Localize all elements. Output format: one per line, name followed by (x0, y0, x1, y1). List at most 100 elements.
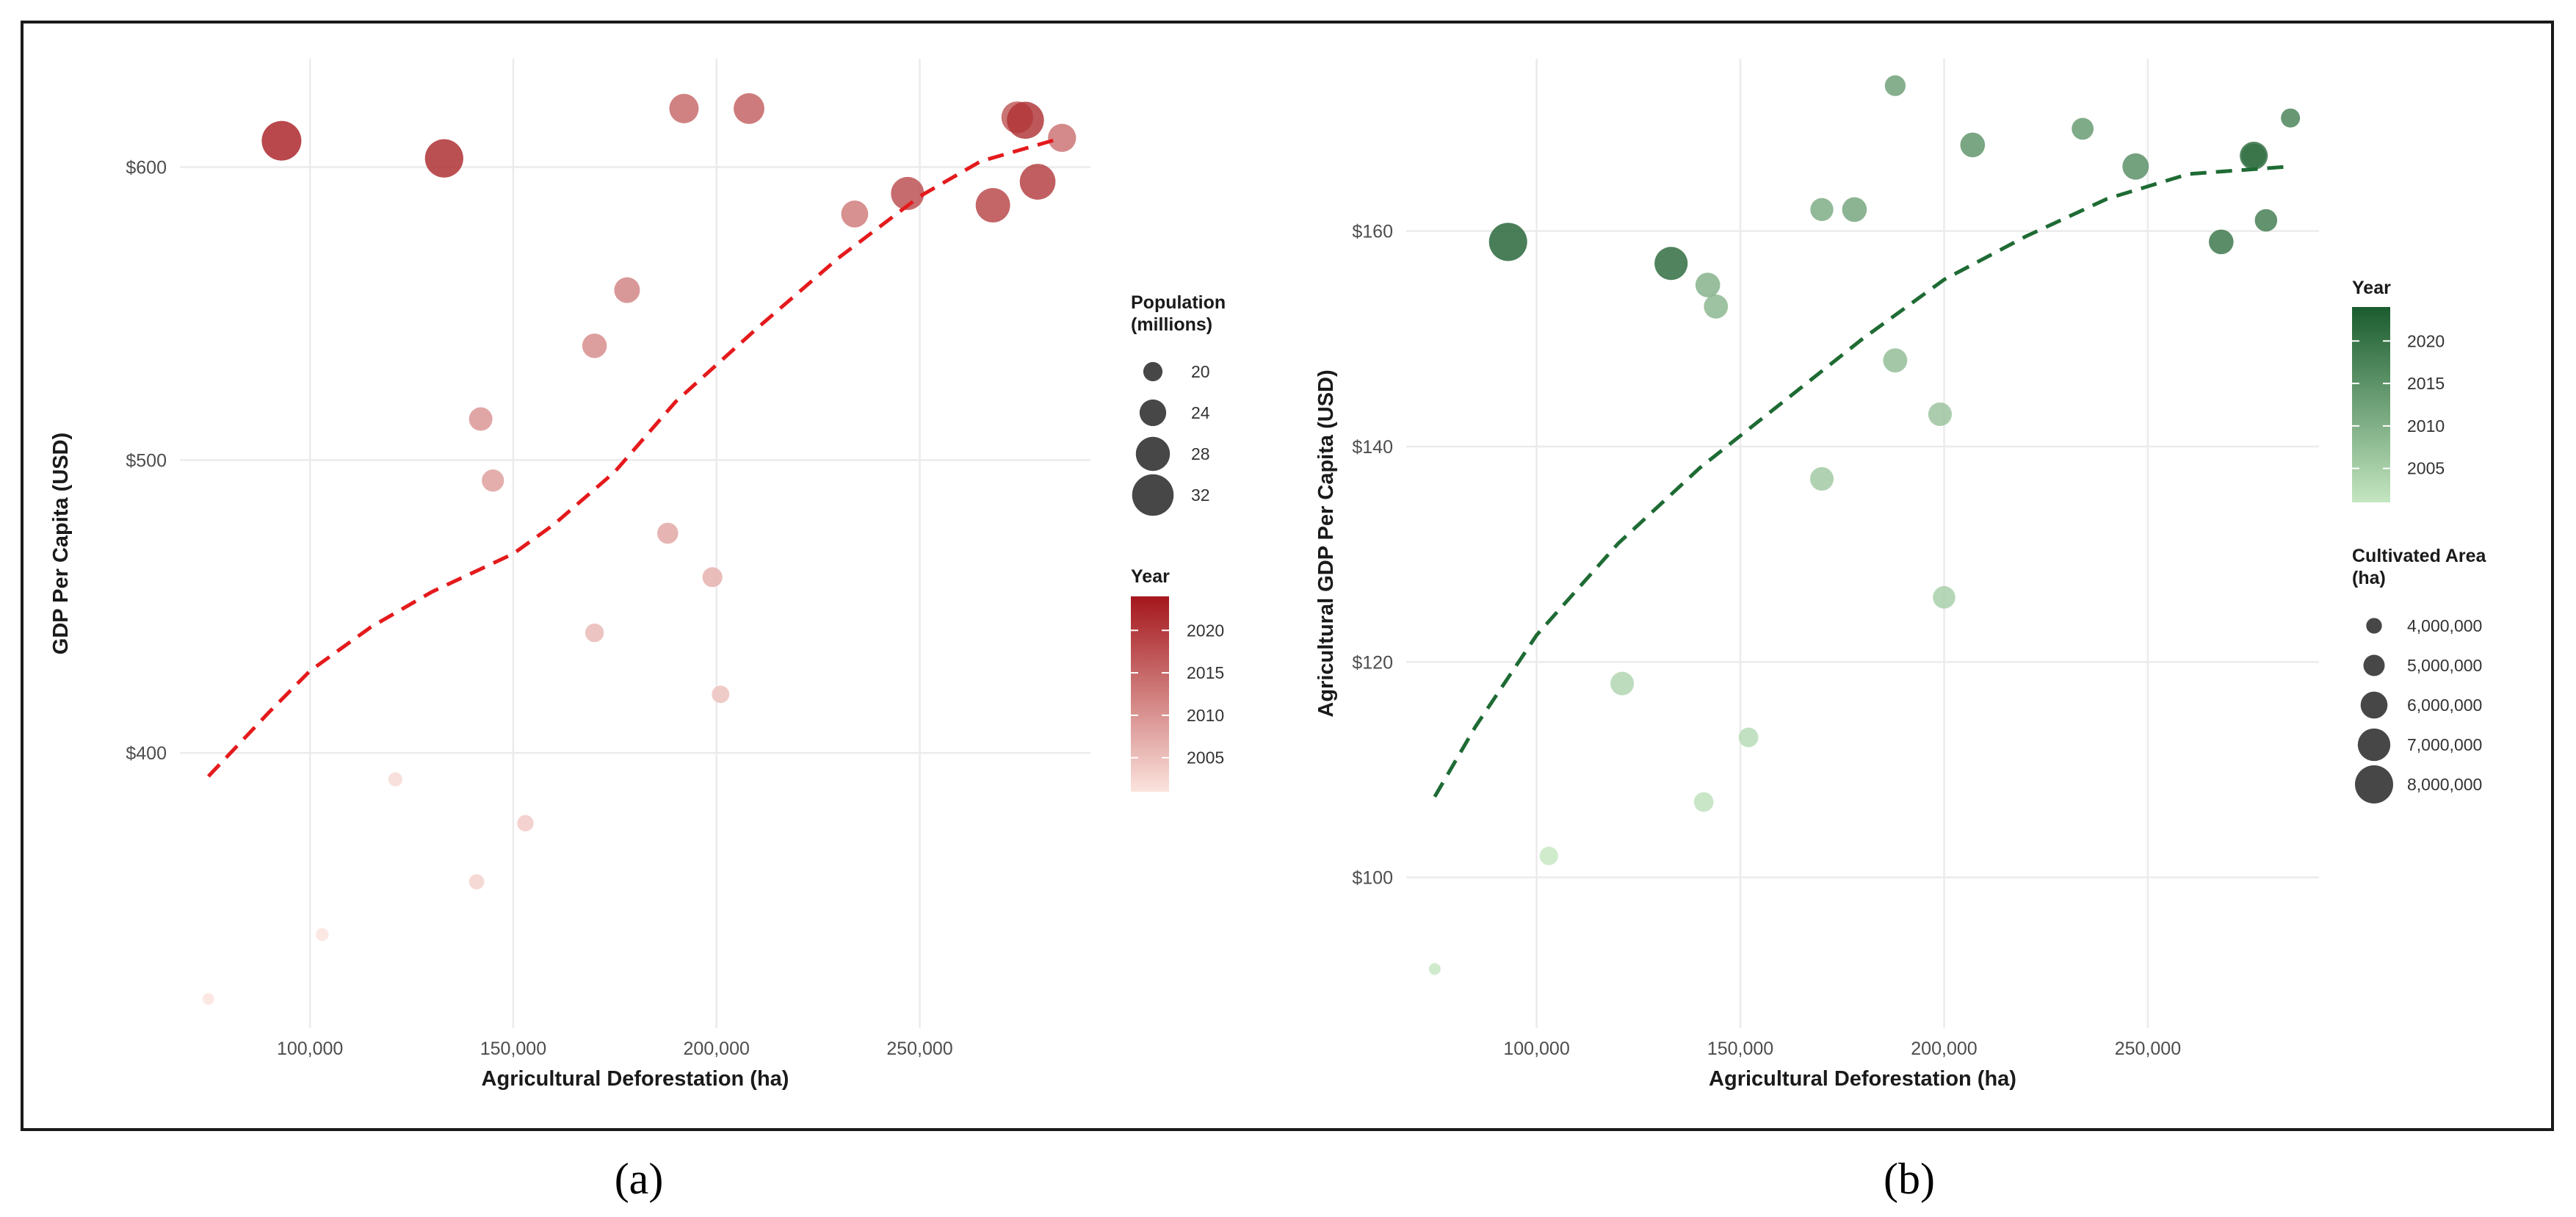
data-point-2011 (582, 333, 607, 358)
size-legend-key (1139, 399, 1167, 427)
x-tick-label: 250,000 (886, 1039, 952, 1059)
size-legend-title: (ha) (2352, 568, 2386, 588)
data-point-2020 (2209, 229, 2234, 255)
data-point-2002 (1693, 792, 1714, 812)
size-legend: Cultivated Area(ha) 4,000,000 5,000,000 6,0… (2352, 546, 2487, 803)
panel-a-chart: 100,000 150,000 200,000 250,000 $400 $500 $600… (49, 59, 1226, 1091)
color-legend: Year 2005 2010 2015 2020 (1131, 566, 1224, 792)
data-point-2004 (517, 815, 534, 832)
data-point-2023 (261, 120, 302, 161)
size-legend-label: 20 (1191, 362, 1210, 381)
size-legend-title: Cultivated Area (2352, 546, 2487, 566)
data-point-2000 (202, 993, 214, 1005)
panel-a-points (202, 93, 1077, 1005)
data-point-2020 (1019, 164, 1056, 200)
color-legend-title: Year (1131, 566, 1170, 587)
color-legend-label: 2020 (2407, 331, 2445, 350)
y-tick-label: $160 (1352, 222, 1393, 242)
data-point-2022 (1654, 247, 1688, 281)
size-legend-key (2357, 728, 2391, 762)
y-tick-label: $100 (1352, 868, 1393, 889)
x-tick-label: 150,000 (1707, 1039, 1773, 1059)
data-point-2015 (1960, 132, 1986, 158)
size-legend-label: 32 (1191, 485, 1210, 505)
data-point-2004 (1610, 671, 1635, 696)
data-point-2014 (2072, 118, 2094, 140)
size-legend-label: 28 (1191, 444, 1210, 463)
data-point-2009 (1704, 294, 1729, 319)
x-tick-label: 150,000 (480, 1039, 546, 1059)
x-tick-label: 250,000 (2115, 1039, 2181, 1059)
data-point-2007 (1928, 402, 1952, 427)
y-axis-title: GDP Per Capita (USD) (49, 433, 73, 654)
data-point-2013 (841, 200, 869, 228)
panel-b-grid (1406, 59, 2319, 1028)
size-legend-key (1135, 436, 1171, 472)
x-axis-title: Agricultural Deforestation (ha) (482, 1067, 789, 1091)
size-legend-title: Population (1131, 292, 1226, 313)
figure-border (21, 21, 2554, 1131)
data-point-2001 (315, 928, 329, 942)
data-point-2013 (1884, 75, 1906, 96)
size-legend-key (2366, 618, 2382, 634)
x-tick-label: 200,000 (684, 1039, 750, 1059)
size-legend-key (1143, 361, 1163, 382)
x-tick-label: 100,000 (277, 1039, 343, 1059)
data-point-2019 (975, 187, 1010, 223)
data-point-2008 (1883, 348, 1908, 373)
color-legend-label: 2005 (2407, 459, 2445, 478)
data-point-2014 (1048, 123, 1077, 152)
size-legend-key (2355, 765, 2393, 803)
color-legend-label: 2015 (1187, 663, 1224, 682)
panel-label-a: (a) (615, 1155, 664, 1203)
panel-b-chart: 100,000 150,000 200,000 250,000 $100 $120 $140… (1314, 59, 2487, 1091)
data-point-2002 (388, 772, 403, 787)
y-tick-label: $400 (126, 743, 167, 764)
data-point-2010 (468, 407, 493, 431)
data-point-2009 (482, 469, 504, 492)
data-point-2012 (1842, 197, 1867, 223)
y-tick-label: $600 (126, 158, 167, 178)
panel-a-grid (180, 59, 1090, 1028)
size-legend-label: 7,000,000 (2407, 735, 2482, 754)
data-point-2000 (1428, 963, 1441, 975)
data-point-2006 (585, 623, 604, 643)
data-point-2003 (468, 874, 485, 890)
data-point-2007 (702, 567, 723, 588)
data-point-2023 (1488, 223, 1527, 261)
trend-line (1433, 165, 2291, 798)
panel-label-b: (b) (1884, 1155, 1935, 1203)
data-point-2015 (669, 93, 699, 123)
size-legend-key (2363, 654, 2385, 676)
size-legend-label: 8,000,000 (2407, 775, 2482, 794)
data-point-2016 (2122, 153, 2149, 180)
size-legend-label: 4,000,000 (2407, 616, 2482, 635)
color-legend-bar (1131, 596, 1169, 792)
color-legend: Year 2005 2010 2015 2020 (2352, 278, 2445, 502)
color-legend-label: 2020 (1187, 621, 1224, 640)
data-point-2018 (891, 176, 925, 211)
x-tick-label: 100,000 (1503, 1039, 1569, 1059)
size-legend-label: 5,000,000 (2407, 656, 2482, 675)
size-legend-key (2360, 691, 2388, 719)
size-legend-title: (millions) (1131, 314, 1212, 335)
color-legend-label: 2015 (2407, 374, 2445, 393)
size-legend: Population(millions) 20 24 28 32 (1131, 292, 1226, 516)
data-point-2001 (1539, 846, 1558, 865)
color-legend-label: 2005 (1187, 748, 1224, 768)
color-legend-label: 2010 (2407, 416, 2445, 436)
x-tick-label: 200,000 (1911, 1039, 1977, 1059)
data-point-2016 (734, 93, 764, 124)
data-point-2008 (656, 522, 679, 544)
size-legend-label: 6,000,000 (2407, 696, 2482, 715)
y-tick-label: $500 (126, 450, 167, 471)
data-point-2005 (712, 685, 730, 704)
data-point-2019 (2254, 209, 2278, 232)
data-point-2018 (2281, 108, 2301, 128)
size-legend-key (1132, 474, 1174, 516)
y-tick-label: $120 (1352, 652, 1393, 673)
data-point-2021 (1007, 101, 1044, 139)
trend-line (206, 136, 1063, 778)
y-tick-label: $140 (1352, 437, 1393, 458)
